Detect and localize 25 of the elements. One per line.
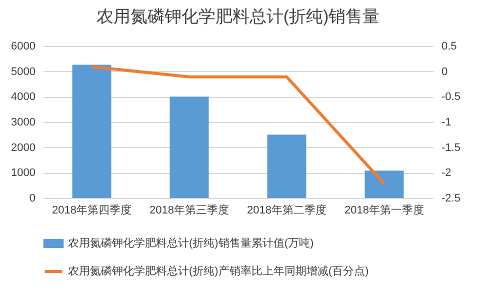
x-tick-label: 2018年第四季度 bbox=[52, 204, 132, 216]
x-tick-label: 2018年第一季度 bbox=[344, 204, 424, 216]
bar bbox=[170, 96, 209, 198]
y2-tick-label: -2.5 bbox=[442, 192, 460, 204]
legend-label: 农用氮磷钾化学肥料总计(折纯)产销率比上年同期增减(百分点) bbox=[68, 264, 369, 278]
bar bbox=[72, 64, 112, 198]
y2-tick-label: -1 bbox=[442, 116, 452, 128]
bar bbox=[364, 170, 404, 198]
legend-label: 农用氮磷钾化学肥料总计(折纯)销售量累计值(万吨) bbox=[68, 236, 314, 250]
y-tick-label: 2000 bbox=[11, 142, 36, 154]
x-tick-label: 2018年第三季度 bbox=[150, 204, 229, 216]
y-tick-label: 1000 bbox=[11, 167, 36, 180]
chart-title: 农用氮磷钾化学肥料总计(折纯)销售量 bbox=[96, 7, 380, 26]
y2-tick-label: -0.5 bbox=[442, 91, 460, 104]
y2-tick-label: -1.5 bbox=[442, 142, 460, 154]
x-tick-label: 2018年第二季度 bbox=[247, 204, 326, 216]
y-tick-label: 0 bbox=[29, 192, 36, 204]
y2-tick-label: 0.5 bbox=[442, 40, 457, 52]
bar bbox=[267, 134, 306, 198]
y-tick-label: 4000 bbox=[11, 91, 36, 104]
y-tick-label: 6000 bbox=[11, 40, 36, 52]
y2-tick-label: 0 bbox=[442, 66, 448, 78]
y2-tick-label: -2 bbox=[442, 167, 452, 180]
y-tick-label: 3000 bbox=[11, 116, 36, 128]
y-tick-label: 5000 bbox=[11, 66, 36, 78]
